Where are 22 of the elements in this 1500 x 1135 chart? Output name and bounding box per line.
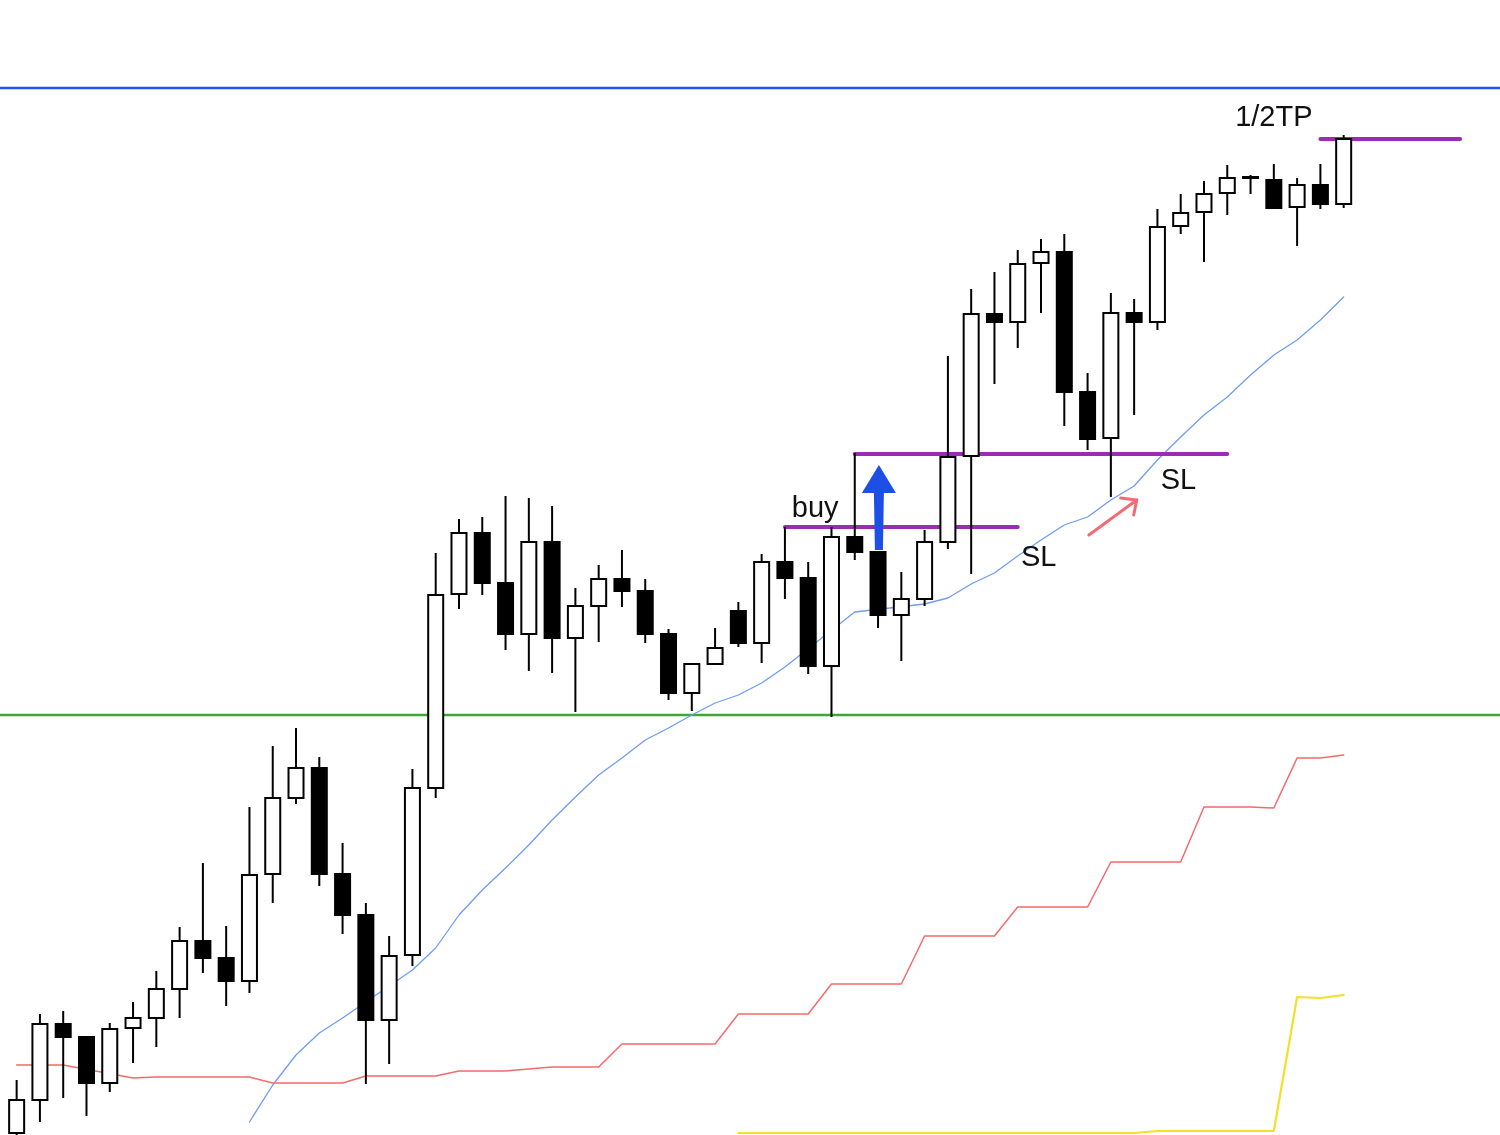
candlestick xyxy=(1032,238,1050,314)
candlestick xyxy=(194,862,212,974)
candlestick xyxy=(1288,177,1306,247)
candlestick xyxy=(1311,163,1329,210)
candlestick xyxy=(54,1010,72,1099)
candlestick xyxy=(892,571,910,662)
annotation: SL xyxy=(1160,463,1197,495)
candlestick xyxy=(1218,164,1236,216)
annotation: SL xyxy=(1020,540,1057,572)
candlestick xyxy=(706,627,724,666)
candlestick xyxy=(217,925,235,1007)
candlestick xyxy=(613,549,631,608)
candlestick xyxy=(1125,298,1143,416)
annotation: buy xyxy=(791,491,840,523)
candlestick xyxy=(985,271,1003,385)
candlestick xyxy=(776,526,794,600)
candlestick xyxy=(846,452,864,561)
candlestick xyxy=(124,1001,142,1064)
candlestick xyxy=(1195,180,1213,263)
text: 1/2TP xyxy=(1235,100,1313,132)
candlestick xyxy=(1172,193,1190,235)
candlestick xyxy=(1242,174,1260,195)
